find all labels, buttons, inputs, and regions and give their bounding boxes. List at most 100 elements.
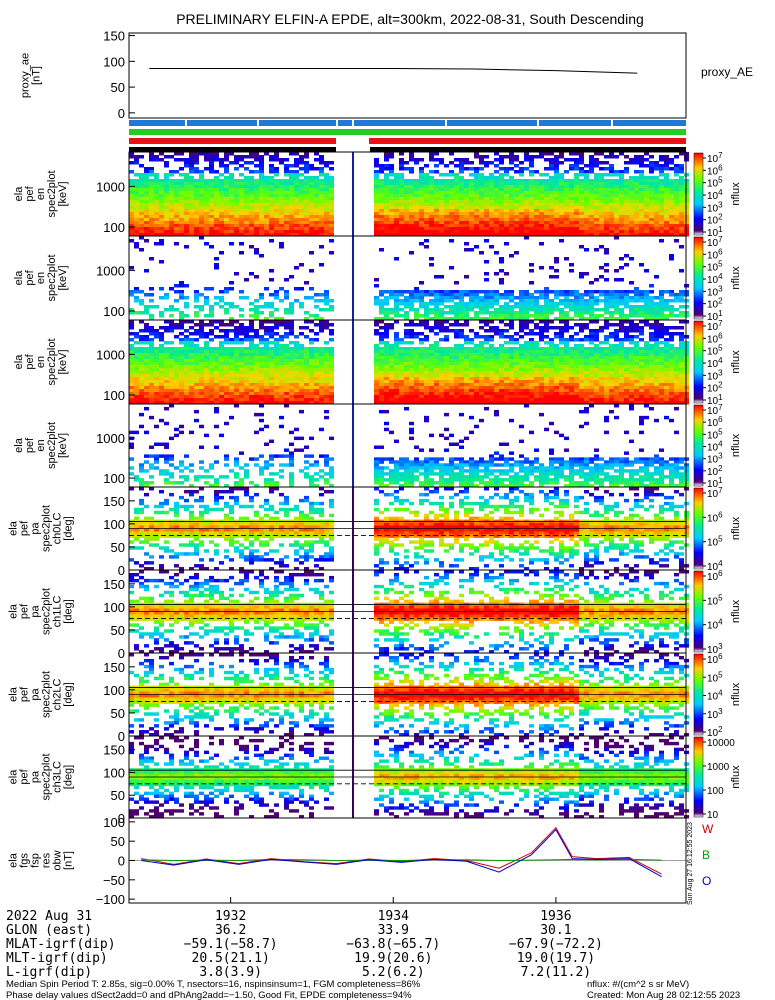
panel-1-cell: [629, 182, 634, 186]
panel-3-cell: [404, 353, 409, 357]
panel-3-cell: [129, 338, 134, 342]
panel-2-cell: [429, 257, 434, 261]
panel-1-cell: [269, 233, 274, 237]
panel-1-cell: [674, 233, 679, 237]
panel-3-cell: [279, 338, 284, 342]
panel-1-cell: [289, 215, 294, 219]
panel-2-cell: [134, 245, 139, 249]
panel-3-cell: [494, 362, 499, 366]
panel-3-cell: [294, 344, 299, 348]
panel-3-cell: [199, 329, 204, 333]
panel-1-cell: [169, 179, 174, 183]
panel-1-cell: [204, 167, 209, 171]
panel-3-cell: [259, 374, 264, 378]
panel-3-cell: [404, 341, 409, 345]
panel-3-cell: [214, 392, 219, 396]
panel-3-cell: [224, 329, 229, 333]
panel-2-cell: [614, 293, 619, 297]
panel-2-cell: [554, 293, 559, 297]
panel-1-cell: [234, 209, 239, 213]
panel-1-cell: [159, 158, 164, 162]
panel-2-cell: [509, 290, 514, 294]
panel-2-cell: [439, 275, 444, 279]
panel-3-cell: [434, 401, 439, 405]
panel-2-cell: [654, 305, 659, 309]
panel-2-cell: [289, 308, 294, 312]
panel-1-cell: [464, 221, 469, 225]
panel-1-cell: [619, 173, 624, 177]
panel-3-cell: [439, 374, 444, 378]
panel-1-cell: [319, 227, 324, 231]
panel-2-cell: [204, 299, 209, 303]
panel-1-cell: [414, 209, 419, 213]
panel-1-cell: [374, 212, 379, 216]
panel-3-cell: [424, 377, 429, 381]
panel-3-cell: [274, 389, 279, 393]
panel-1-cell: [249, 155, 254, 159]
panel-3-cell: [254, 380, 259, 384]
panel-1-cell: [239, 221, 244, 225]
panel-1-cell: [574, 182, 579, 186]
panel-3-cell: [414, 389, 419, 393]
panel-2-cell: [469, 317, 474, 321]
panel-3-cell: [504, 350, 509, 354]
panel-2-cell: [419, 293, 424, 297]
panel-1-cell: [294, 152, 299, 156]
panel-3-cell: [244, 350, 249, 354]
panel-1-cell: [409, 170, 414, 174]
panel-2-cell: [509, 311, 514, 315]
panel-1-cell: [649, 200, 654, 204]
panel-3-cell: [164, 374, 169, 378]
panel-2-cell: [509, 296, 514, 300]
panel-1-cell: [149, 233, 154, 237]
panel-3-cell: [249, 371, 254, 375]
panel-1-cell: [214, 227, 219, 231]
panel-3-cell: [379, 326, 384, 330]
panel-1-cell: [609, 221, 614, 225]
panel-1-cell: [179, 224, 184, 228]
panel-3-cell: [429, 401, 434, 405]
panel-3-cell: [304, 365, 309, 369]
panel-2-cell: [424, 239, 429, 243]
panel-2-cell: [549, 311, 554, 315]
panel-3-cell: [384, 383, 389, 387]
panel-3-cell: [289, 359, 294, 363]
panel-1-cell: [144, 185, 149, 189]
panel-1-cell: [129, 221, 134, 225]
panel-3-cell: [129, 362, 134, 366]
panel-3-cell: [259, 359, 264, 363]
panel-1-cell: [239, 191, 244, 195]
panel-3-cell: [329, 350, 334, 354]
panel-2-cell: [439, 296, 444, 300]
panel-1-cell: [674, 185, 679, 189]
panel-1-cell: [594, 152, 599, 156]
panel-1-cell: [184, 221, 189, 225]
panel-2-cell: [169, 287, 174, 291]
panel-3-cell: [204, 341, 209, 345]
panel-3-cell: [209, 401, 214, 405]
panel-1-cell: [494, 188, 499, 192]
panel-3-cell: [374, 371, 379, 375]
panel-2-cell: [504, 290, 509, 294]
panel-1-ylabel-line: [keV]: [57, 181, 69, 206]
panel-3-cell: [389, 401, 394, 405]
panel-3-cell: [444, 356, 449, 360]
panel-2-cell: [584, 290, 589, 294]
panel-3-cell: [174, 356, 179, 360]
panel-1-cell: [174, 200, 179, 204]
panel-1-cell: [144, 176, 149, 180]
panel-3-cell: [409, 323, 414, 327]
panel-1-cell: [544, 167, 549, 171]
panel-1-cell: [619, 188, 624, 192]
panel-1-cell: [264, 200, 269, 204]
panel-1-cell: [494, 170, 499, 174]
panel-1-cell: [579, 155, 584, 159]
panel-2-cell: [649, 305, 654, 309]
panel-1-cell: [249, 221, 254, 225]
panel-3-cell: [249, 386, 254, 390]
panel-2-cell: [614, 308, 619, 312]
panel-3-cell: [494, 380, 499, 384]
panel-1-cell: [454, 164, 459, 168]
panel-1-cell: [279, 215, 284, 219]
panel-3-cell: [444, 329, 449, 333]
